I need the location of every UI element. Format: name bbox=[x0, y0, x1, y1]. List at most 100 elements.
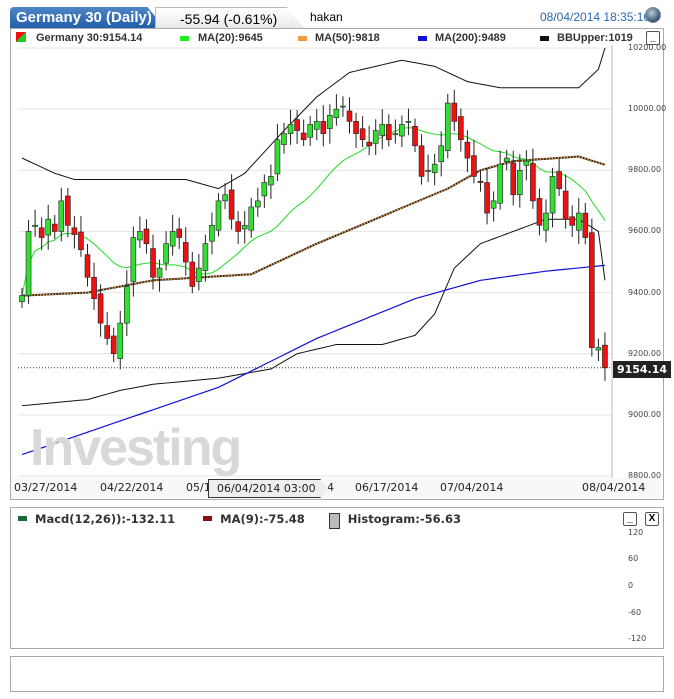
candle-body bbox=[458, 116, 464, 141]
candle-body bbox=[399, 124, 405, 137]
username: hakan bbox=[310, 10, 343, 24]
macd-swatch bbox=[18, 516, 27, 521]
candle-body bbox=[327, 114, 333, 130]
candle-body bbox=[464, 141, 471, 159]
ma50-line-dots bbox=[21, 155, 606, 297]
candle-body bbox=[313, 121, 320, 130]
candle-body bbox=[320, 121, 327, 134]
signal-swatch bbox=[203, 516, 213, 521]
candle-body bbox=[150, 248, 156, 278]
price-tick: 9000.00 bbox=[628, 409, 662, 419]
candle-body bbox=[84, 254, 91, 278]
candle-body bbox=[359, 128, 366, 141]
candle-body bbox=[510, 162, 517, 196]
date-axis bbox=[11, 478, 661, 498]
candle-body bbox=[471, 155, 477, 177]
candle-body bbox=[438, 145, 445, 163]
legend-bbupper: BBUpper:1019 bbox=[557, 32, 633, 44]
candle-body bbox=[549, 176, 556, 214]
ma20-swatch bbox=[180, 36, 189, 41]
candle-body bbox=[477, 180, 484, 183]
ma200-swatch bbox=[418, 36, 427, 41]
candle-body bbox=[117, 322, 124, 359]
candle-body bbox=[19, 295, 25, 303]
price-change: -55.94 (-0.61%) bbox=[155, 7, 305, 29]
candle-body bbox=[366, 141, 372, 147]
bb-swatch bbox=[540, 36, 549, 41]
candle-body bbox=[274, 139, 281, 175]
candle-body bbox=[353, 121, 359, 134]
candle-body bbox=[71, 227, 78, 235]
candle-body bbox=[602, 344, 608, 369]
date-label: 05/1 bbox=[186, 481, 211, 494]
price-tick: 10200.00 bbox=[628, 43, 667, 52]
candle-body bbox=[372, 130, 379, 144]
candle-body bbox=[261, 182, 268, 197]
candle-body bbox=[562, 190, 569, 220]
date-label: 04/22/2014 bbox=[100, 481, 164, 494]
candle-body bbox=[307, 124, 314, 138]
candle-body bbox=[45, 218, 52, 236]
candle-body bbox=[176, 228, 182, 238]
candle-body bbox=[169, 231, 176, 247]
date-label: 06/17/2014 bbox=[355, 481, 419, 494]
candle-body bbox=[228, 189, 235, 220]
minimize-button[interactable]: _ bbox=[646, 31, 660, 45]
candle-body bbox=[91, 276, 97, 299]
candle-body bbox=[556, 171, 562, 189]
candle-body bbox=[412, 125, 418, 147]
price-tick: 9800.00 bbox=[628, 165, 662, 175]
macd-minimize-button[interactable]: _ bbox=[623, 512, 637, 526]
candle-body bbox=[392, 133, 399, 136]
navigator-panel[interactable] bbox=[10, 656, 664, 692]
legend-signal: MA(9):-75.48 bbox=[220, 512, 305, 526]
candle-body bbox=[300, 132, 307, 141]
legend-price: Germany 30:9154.14 bbox=[36, 32, 143, 44]
candle-body bbox=[143, 228, 150, 244]
globe-icon[interactable] bbox=[645, 7, 661, 23]
candle-body bbox=[268, 176, 274, 186]
candle-body bbox=[255, 200, 261, 208]
candle-body bbox=[575, 212, 582, 231]
candle-body bbox=[497, 163, 503, 204]
candle-body bbox=[281, 133, 287, 145]
candle-body bbox=[333, 108, 340, 119]
candle-body bbox=[595, 347, 602, 351]
candle-body bbox=[294, 119, 300, 131]
candle-body bbox=[543, 212, 549, 231]
candle-body bbox=[425, 169, 431, 172]
crosshair-date-label: 06/04/2014 03:00 bbox=[208, 479, 329, 498]
candle-body bbox=[248, 206, 255, 231]
date-label: 4 bbox=[327, 481, 334, 494]
bb-lower-line bbox=[21, 218, 606, 407]
candle-body bbox=[202, 243, 209, 271]
candle-body bbox=[137, 231, 143, 241]
candle-body bbox=[104, 325, 110, 339]
price-tick: 9400.00 bbox=[628, 287, 662, 297]
candle-body bbox=[418, 145, 425, 177]
candle-body bbox=[582, 212, 589, 238]
candle-icon bbox=[16, 32, 26, 42]
instrument-tab[interactable]: Germany 30 (Daily) bbox=[10, 7, 166, 29]
candle-body bbox=[287, 124, 294, 134]
candle-body bbox=[241, 225, 248, 230]
candle-body bbox=[235, 221, 241, 232]
macd-legend: Macd(12,26)):-132.11 MA(9):-75.48 Histog… bbox=[18, 512, 461, 529]
date-label: 03/27/2014 bbox=[14, 481, 78, 494]
legend-ma20: MA(20):9645 bbox=[198, 32, 263, 44]
price-tick: 10000.00 bbox=[628, 104, 667, 114]
macd-tick: 120 bbox=[628, 527, 644, 537]
candle-body bbox=[490, 200, 497, 209]
macd-close-button[interactable]: X bbox=[645, 512, 659, 526]
macd-tick: -120 bbox=[628, 634, 647, 644]
candle-body bbox=[503, 157, 510, 163]
candle-body bbox=[51, 223, 58, 232]
candle-body bbox=[484, 182, 490, 214]
macd-panel bbox=[10, 507, 664, 649]
candle-body bbox=[65, 195, 71, 226]
candle-body bbox=[516, 169, 523, 196]
ma50-swatch bbox=[298, 36, 307, 41]
candle-body bbox=[38, 227, 45, 238]
date-label: 08/04/2014 bbox=[582, 481, 646, 494]
timestamp: 08/04/2014 18:35:16 bbox=[540, 10, 651, 24]
